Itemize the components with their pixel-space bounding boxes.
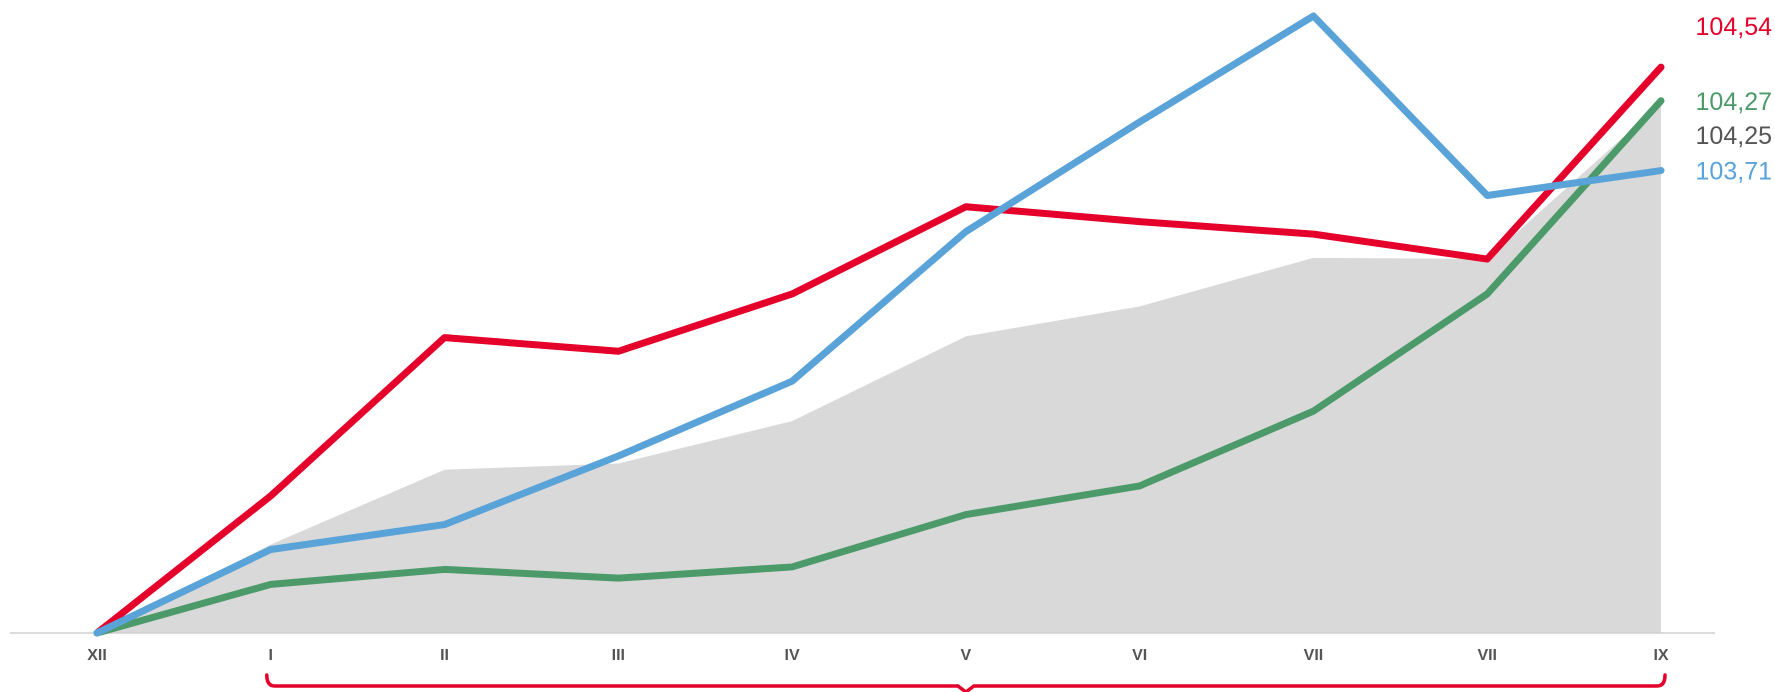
x-tick-label: VII [1477,647,1497,664]
period-bracket-line [265,673,1667,692]
period-bracket [265,673,1667,692]
x-tick-label: V [961,647,972,664]
line-series-1 [93,63,1665,637]
x-tick-label: I [269,647,273,664]
series-lines [93,12,1665,637]
end-label-series-2: 104,27 [1696,88,1772,116]
x-tick-label: III [612,647,625,664]
x-tick-label: VI [1132,647,1147,664]
line-series-3 [93,12,1665,637]
area-layer [97,103,1661,634]
line-series-2 [93,97,1665,637]
end-value-labels: 104,54 104,27 104,25 103,71 [1696,13,1773,185]
x-tick-label: IX [1653,647,1668,664]
x-tick-label: II [440,647,449,664]
x-tick-label: VII [1304,647,1324,664]
x-tick-labels: XII I II III IV V VI VII VII IX [87,647,1669,664]
x-tick-label: XII [87,647,107,664]
x-tick-label: IV [785,647,800,664]
end-label-series-1: 104,54 [1696,13,1773,41]
end-label-series-3: 103,71 [1696,158,1772,186]
end-label-series-0: 104,25 [1696,122,1772,150]
area-series-0 [97,103,1661,634]
